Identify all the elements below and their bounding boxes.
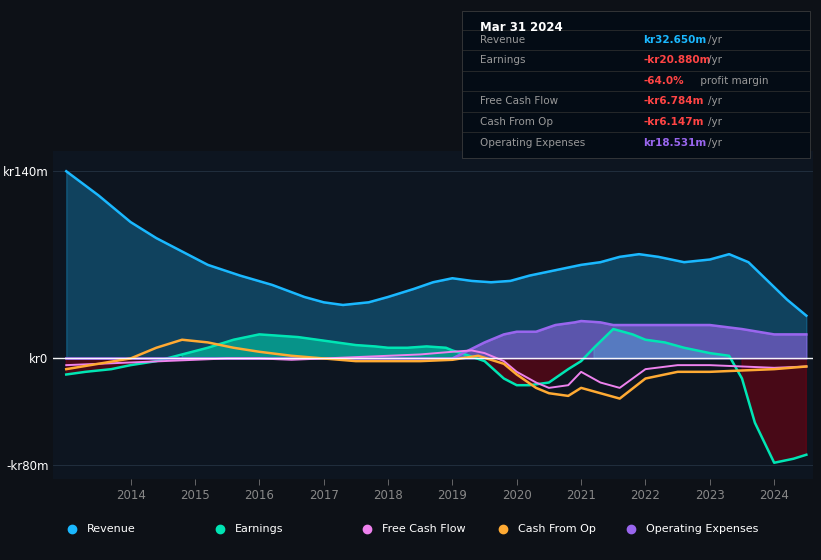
- Text: profit margin: profit margin: [697, 76, 768, 86]
- Text: kr18.531m: kr18.531m: [643, 138, 707, 147]
- Text: Earnings: Earnings: [479, 55, 525, 66]
- Text: /yr: /yr: [708, 55, 722, 66]
- Text: -64.0%: -64.0%: [643, 76, 684, 86]
- Text: Earnings: Earnings: [235, 524, 283, 534]
- Text: Mar 31 2024: Mar 31 2024: [479, 21, 562, 35]
- Text: -kr6.147m: -kr6.147m: [643, 117, 704, 127]
- Text: kr32.650m: kr32.650m: [643, 35, 707, 45]
- Text: /yr: /yr: [708, 138, 722, 147]
- Text: Revenue: Revenue: [479, 35, 525, 45]
- Text: Operating Expenses: Operating Expenses: [479, 138, 585, 147]
- Text: Cash From Op: Cash From Op: [518, 524, 596, 534]
- Text: -kr6.784m: -kr6.784m: [643, 96, 704, 106]
- Text: Revenue: Revenue: [87, 524, 136, 534]
- Text: /yr: /yr: [708, 96, 722, 106]
- Text: Operating Expenses: Operating Expenses: [646, 524, 759, 534]
- Text: -kr20.880m: -kr20.880m: [643, 55, 711, 66]
- Text: Free Cash Flow: Free Cash Flow: [382, 524, 466, 534]
- Text: Cash From Op: Cash From Op: [479, 117, 553, 127]
- Text: Free Cash Flow: Free Cash Flow: [479, 96, 557, 106]
- Text: /yr: /yr: [708, 117, 722, 127]
- Text: /yr: /yr: [708, 35, 722, 45]
